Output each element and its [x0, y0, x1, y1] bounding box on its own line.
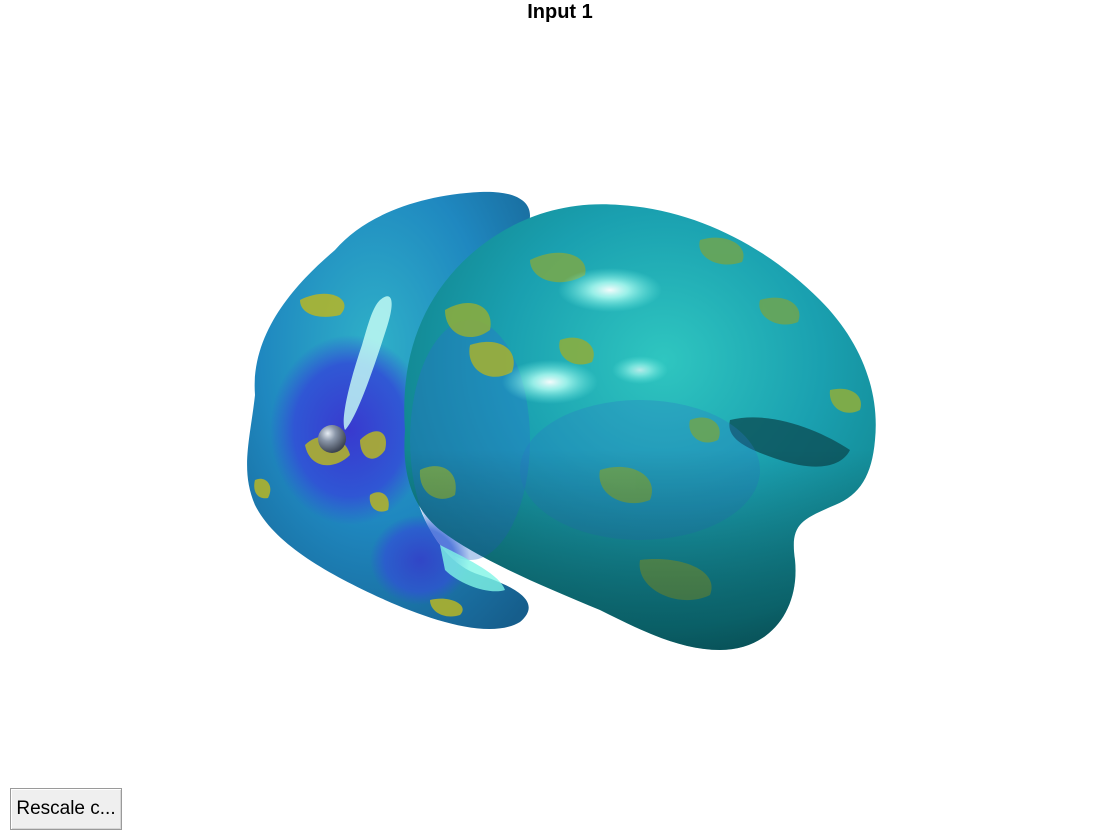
specular-highlight-mid: [502, 360, 598, 404]
specular-highlight-top: [558, 268, 662, 312]
cavity-highlight: [440, 545, 505, 592]
rescale-button[interactable]: Rescale c...: [10, 788, 122, 830]
specular-highlight-streak: [343, 296, 392, 430]
figure-title: Input 1: [527, 1, 593, 23]
blue-activation-region: [270, 335, 430, 525]
sphere-marker[interactable]: [318, 425, 346, 453]
